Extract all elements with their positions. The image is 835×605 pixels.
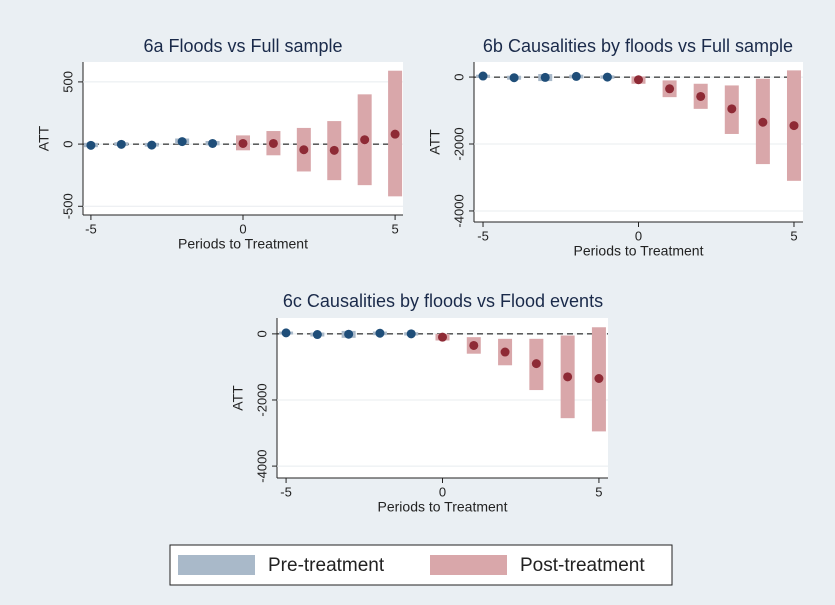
estimate-point [281, 328, 291, 338]
y-tick-label: -500 [60, 193, 75, 219]
estimate-point [634, 75, 643, 85]
estimate-point [500, 347, 510, 357]
x-tick-label: -5 [477, 228, 489, 243]
y-tick-label: 0 [254, 330, 269, 337]
y-tick-label: -2000 [254, 383, 269, 416]
estimate-point [563, 372, 573, 382]
chart-title: 6b Causalities by floods vs Full sample [483, 36, 793, 56]
legend-swatch [430, 555, 507, 575]
estimate-point [208, 138, 218, 148]
x-tick-label: 0 [635, 228, 642, 243]
y-tick-label: 500 [60, 71, 75, 93]
plot-area [277, 318, 608, 478]
estimate-point [789, 121, 799, 131]
x-axis-label: Periods to Treatment [574, 243, 704, 259]
estimate-point [406, 329, 416, 339]
estimate-point [344, 329, 354, 339]
y-tick-label: -4000 [451, 194, 466, 227]
estimate-point [86, 140, 96, 150]
x-tick-label: 0 [239, 221, 246, 236]
chart-title: 6a Floods vs Full sample [143, 36, 342, 56]
estimate-point [329, 145, 339, 155]
plot-area [474, 62, 803, 222]
y-axis-label: ATT [427, 129, 443, 155]
estimate-point [147, 140, 157, 150]
x-tick-label: 5 [391, 221, 398, 236]
x-axis-label: Periods to Treatment [178, 236, 308, 252]
legend-label: Post-treatment [520, 555, 645, 576]
estimate-point [665, 84, 675, 94]
estimate-point [531, 359, 541, 369]
estimate-point [478, 71, 488, 81]
x-tick-label: 0 [439, 484, 446, 499]
estimate-point [509, 73, 519, 83]
estimate-point [540, 72, 550, 82]
estimate-point [238, 138, 248, 148]
estimate-point [177, 137, 187, 147]
y-axis-label: ATT [36, 125, 52, 151]
estimate-point [438, 332, 447, 342]
estimate-point [116, 139, 126, 149]
estimate-point [375, 328, 385, 338]
y-tick-label: 0 [60, 140, 75, 147]
estimate-point [696, 91, 706, 101]
x-tick-label: 5 [595, 484, 602, 499]
x-axis-label: Periods to Treatment [378, 499, 508, 515]
estimate-point [299, 145, 309, 155]
estimate-point [594, 373, 604, 383]
estimate-point [469, 340, 479, 350]
estimate-point [390, 129, 400, 139]
y-tick-label: -4000 [254, 449, 269, 482]
estimate-point [602, 72, 612, 82]
y-axis-label: ATT [230, 385, 246, 411]
x-tick-label: -5 [85, 221, 97, 236]
x-tick-label: -5 [280, 484, 292, 499]
x-tick-label: 5 [790, 228, 797, 243]
estimate-point [268, 138, 278, 148]
estimate-point [758, 117, 768, 127]
estimate-point [312, 330, 322, 340]
y-tick-label: 0 [451, 73, 466, 80]
y-tick-label: -2000 [451, 127, 466, 160]
legend-swatch [178, 555, 255, 575]
estimate-point [360, 135, 370, 145]
chart-title: 6c Causalities by floods vs Flood events [283, 291, 603, 311]
estimate-point [727, 104, 737, 114]
estimate-point [571, 71, 581, 81]
legend-label: Pre-treatment [268, 555, 385, 576]
